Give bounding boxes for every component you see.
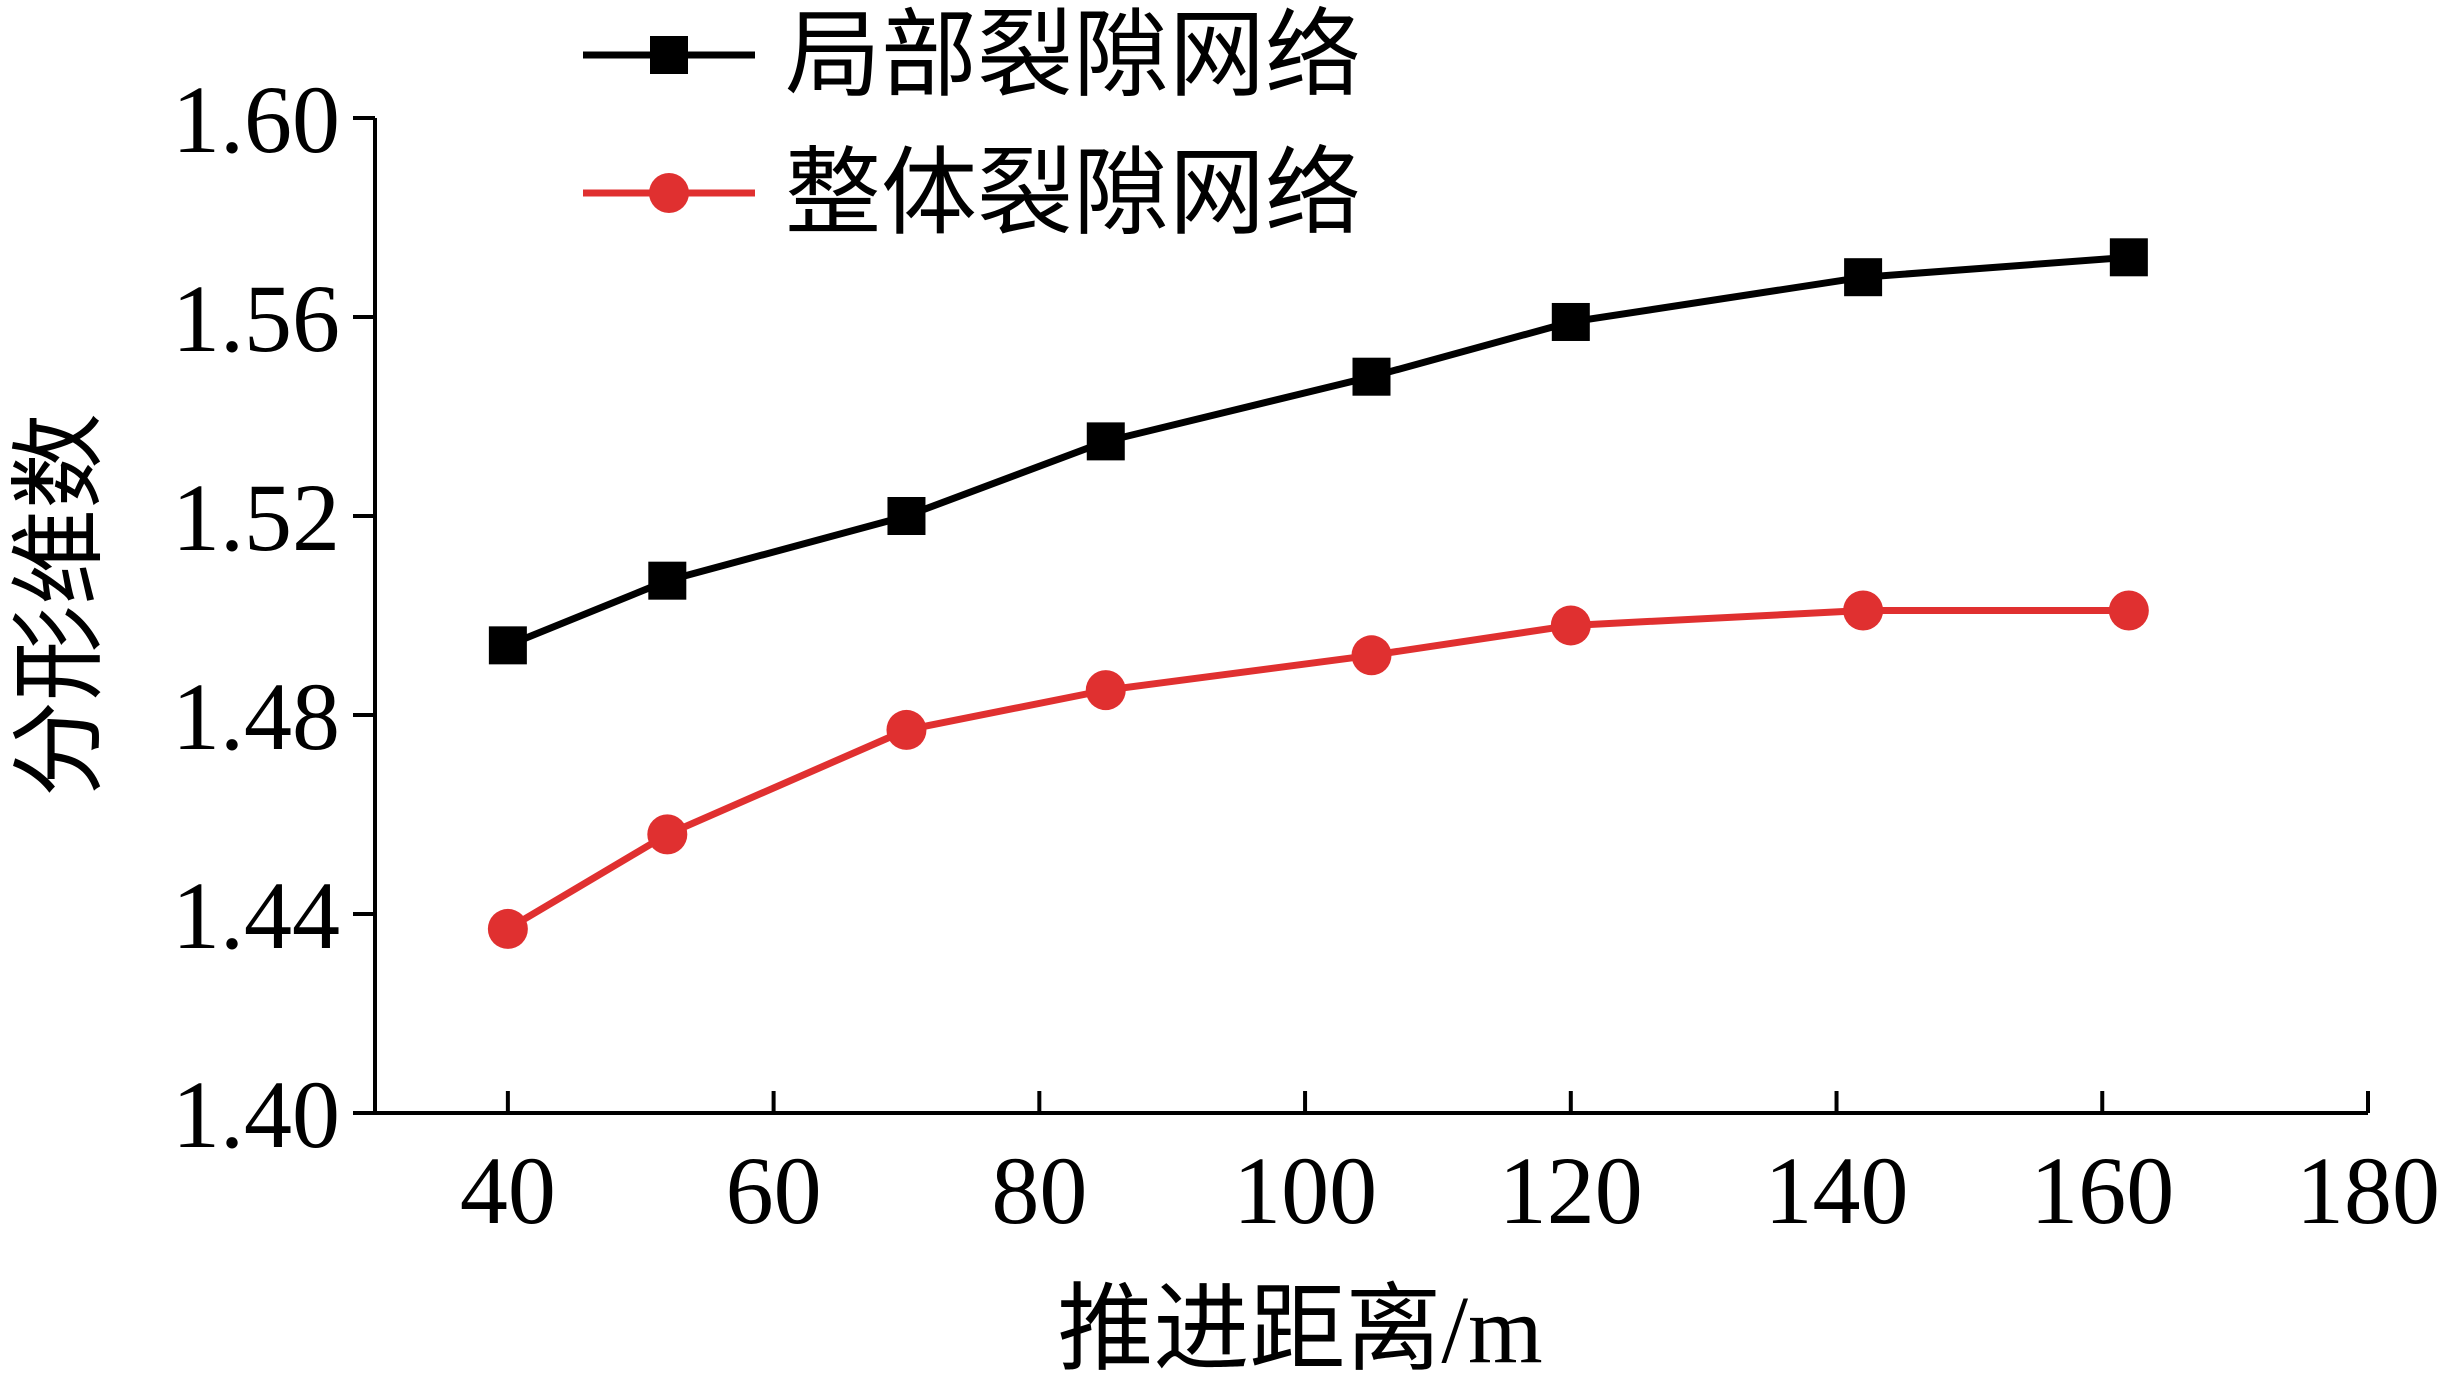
legend-item-1: 局部裂隙网络 — [583, 2, 1361, 109]
x-tick-label: 60 — [726, 1137, 822, 1244]
data-point-circle — [1351, 635, 1392, 676]
series-line — [506, 253, 2130, 649]
x-tick-label: 120 — [1499, 1137, 1643, 1244]
data-point-square — [2109, 238, 2148, 277]
x-tick-label: 100 — [1233, 1137, 1377, 1244]
legend-item-2: 整体裂隙网络 — [583, 140, 1361, 247]
x-tick-label: 40 — [460, 1137, 556, 1244]
y-tick-label: 1.48 — [172, 663, 340, 770]
data-point-square — [488, 626, 527, 665]
data-point-circle — [647, 814, 688, 855]
legend-label: 局部裂隙网络 — [785, 2, 1361, 109]
x-tick-label: 80 — [991, 1137, 1087, 1244]
x-tick-label: 140 — [1765, 1137, 1909, 1244]
y-tick-label: 1.60 — [172, 66, 340, 173]
series-2 — [487, 590, 2149, 949]
legend-marker-square — [650, 36, 688, 74]
series-1 — [488, 238, 2148, 665]
y-tick-label: 1.56 — [172, 265, 340, 372]
y-tick-label: 1.44 — [172, 862, 340, 969]
data-point-square — [1551, 302, 1590, 341]
data-point-circle — [1550, 605, 1591, 646]
legend-label: 整体裂隙网络 — [785, 140, 1361, 247]
data-point-circle — [886, 709, 927, 750]
y-tick-label: 1.40 — [172, 1061, 340, 1168]
data-point-square — [1086, 422, 1125, 461]
y-tick-label: 1.52 — [172, 464, 340, 571]
data-point-square — [887, 497, 926, 535]
x-tick-label: 160 — [2030, 1137, 2174, 1244]
axes: 1.40 1.44 1.48 1.52 1.56 1.60 40 60 80 100 120 140 1… — [172, 66, 2440, 1244]
data-point-circle — [487, 908, 528, 949]
data-point-square — [1844, 258, 1883, 297]
data-point-circle — [1843, 590, 1884, 631]
data-point-square — [648, 561, 687, 600]
series-line — [506, 607, 2129, 932]
series-layer — [487, 238, 2149, 949]
data-point-circle — [1085, 670, 1126, 711]
y-axis-title: 分形维数 — [6, 413, 113, 797]
legend-marker-circle — [649, 173, 689, 213]
data-point-square — [1352, 357, 1391, 396]
x-axis-title: 推进距离/m — [1057, 1276, 1542, 1383]
data-point-circle — [2108, 590, 2149, 631]
x-tick-label: 180 — [2296, 1137, 2440, 1244]
